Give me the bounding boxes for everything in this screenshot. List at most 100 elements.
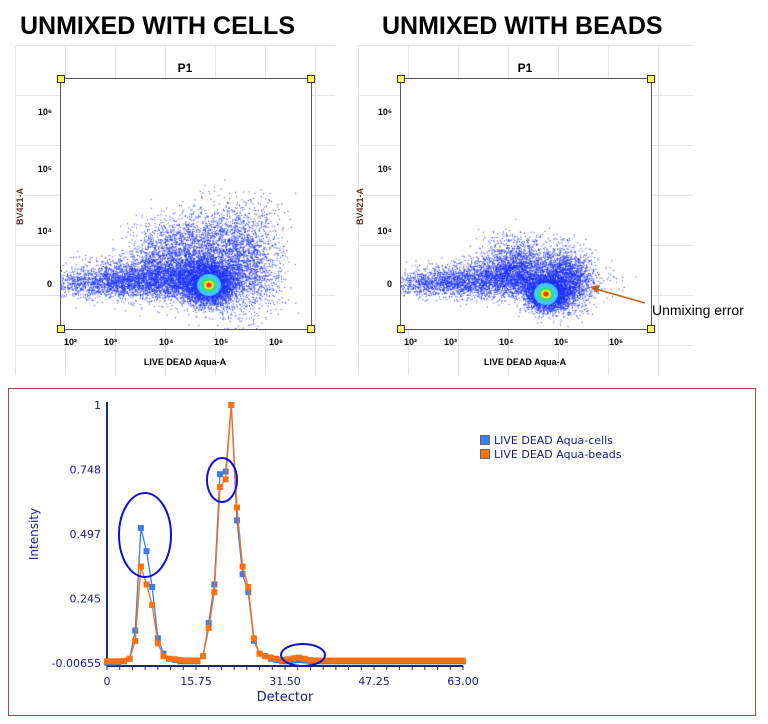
data-point [217, 484, 224, 491]
data-point [335, 657, 342, 664]
data-point [409, 657, 416, 664]
data-point [166, 655, 173, 662]
data-point [352, 657, 359, 664]
data-point [149, 583, 156, 590]
data-point [149, 601, 156, 608]
data-point [217, 471, 224, 478]
data-point [363, 657, 370, 664]
data-point [454, 657, 461, 664]
gate-handle[interactable] [57, 75, 65, 83]
data-point [301, 655, 308, 662]
data-point [109, 658, 116, 665]
plot-title: P1 [517, 61, 533, 75]
gate-handle[interactable] [307, 325, 315, 333]
gate-handle[interactable] [307, 75, 315, 83]
x-tick-label: 10³ [104, 337, 118, 347]
x-tick-label: 10⁴ [499, 337, 514, 347]
data-point [194, 657, 201, 664]
dot-plot-1 [400, 78, 652, 330]
data-point [143, 548, 150, 555]
x-tick-label: 10² [64, 337, 78, 347]
highlight-circle [118, 492, 172, 578]
data-point [375, 657, 382, 664]
data-point [358, 657, 365, 664]
x-tick-label: 10³ [444, 337, 458, 347]
unmixing-error-label: Unmixing error [652, 302, 744, 318]
data-point [369, 657, 376, 664]
legend-swatch [480, 449, 490, 459]
legend-label: LIVE DEAD Aqua-beads [494, 447, 622, 461]
data-point [233, 517, 240, 524]
gate-handle[interactable] [397, 325, 405, 333]
data-point [188, 657, 195, 664]
y-axis-title: Intensity [27, 508, 41, 560]
y-tick-label: 10⁶ [37, 107, 52, 117]
x-tick-label: 10⁶ [609, 337, 624, 347]
data-point [330, 657, 337, 664]
data-point [115, 658, 122, 665]
data-point [324, 657, 331, 664]
legend-item-beads: LIVE DEAD Aqua-beads [480, 447, 621, 461]
plot-title: P1 [177, 61, 193, 75]
data-point [296, 654, 303, 661]
y-tick-label: 1 [94, 399, 101, 412]
data-point [228, 402, 235, 408]
series-line-0 [107, 404, 463, 664]
y-tick-label: 0 [386, 279, 392, 289]
data-point [233, 504, 240, 511]
data-point [239, 571, 246, 578]
x-tick-label: 63.00 [447, 675, 479, 688]
data-point [386, 657, 393, 664]
spectrum-chart: 0 15.75 31.50 47.25 63.00 -0.00655 0.245 0.497 0… [27, 399, 479, 705]
data-point [177, 657, 184, 664]
data-point [222, 476, 229, 483]
data-point [137, 525, 144, 532]
data-point [403, 657, 410, 664]
series-line-1 [107, 404, 463, 662]
data-point [426, 657, 433, 664]
x-axis-label: LIVE DEAD Aqua-A [143, 357, 227, 367]
y-tick-label: 0.497 [70, 528, 102, 541]
density-dots [61, 79, 311, 329]
data-point [104, 658, 110, 665]
x-tick-label: 10⁴ [159, 337, 174, 347]
x-tick-label: 15.75 [180, 675, 212, 688]
legend-swatch [480, 435, 490, 445]
y-tick-label: 10⁵ [377, 164, 392, 174]
spectrum-panel [8, 388, 756, 716]
data-point [126, 655, 133, 662]
x-tick-label: 10⁶ [269, 337, 284, 347]
highlight-circle [206, 457, 238, 503]
data-point [120, 657, 127, 664]
data-point [205, 624, 212, 631]
data-point [460, 657, 466, 664]
data-point [284, 656, 291, 663]
y-tick-label: 10⁵ [37, 164, 52, 174]
annotation-arrow [590, 285, 646, 304]
x-axis-title: Detector [257, 690, 314, 705]
gate-handle[interactable] [647, 75, 655, 83]
gate-handle[interactable] [57, 325, 65, 333]
data-point [132, 637, 139, 644]
data-point [132, 627, 139, 634]
density-dots [401, 79, 651, 329]
data-point [200, 653, 207, 660]
data-point [211, 589, 218, 596]
data-point [183, 657, 190, 664]
data-point [143, 581, 150, 588]
data-point [431, 657, 438, 664]
data-point [290, 655, 297, 662]
data-point [262, 653, 269, 660]
data-point [267, 654, 274, 661]
gate-handle[interactable] [647, 325, 655, 333]
data-point [250, 635, 257, 642]
data-point [443, 657, 450, 664]
data-point [414, 657, 421, 664]
data-point [273, 655, 280, 662]
data-point [346, 657, 353, 664]
x-tick-label: 10⁵ [214, 337, 229, 347]
data-point [397, 657, 404, 664]
y-tick-label: 0 [46, 279, 52, 289]
x-tick-label: 47.25 [358, 675, 390, 688]
gate-handle[interactable] [397, 75, 405, 83]
